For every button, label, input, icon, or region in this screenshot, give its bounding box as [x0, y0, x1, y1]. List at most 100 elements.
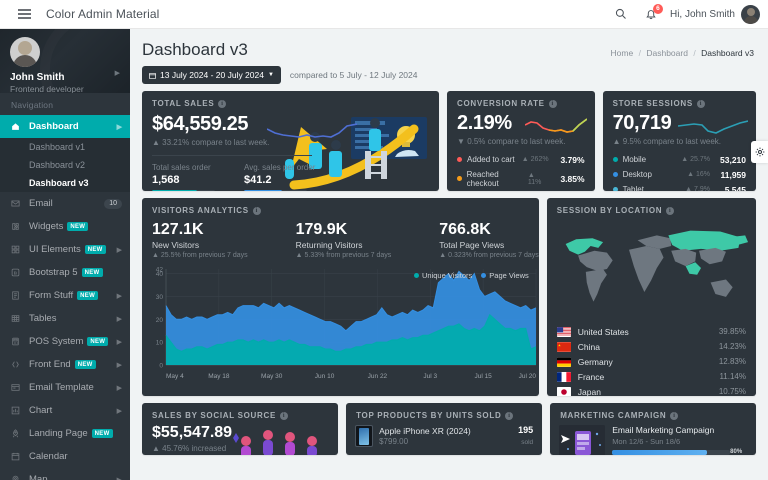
- legend-value: 3.85%: [560, 173, 585, 184]
- legend-unique-visitors[interactable]: Unique Visitors: [413, 271, 472, 280]
- social-change: ▲ 45.76% increased: [152, 444, 227, 453]
- svg-text:30: 30: [156, 294, 164, 301]
- sidebar-item-label: Landing Page: [29, 428, 88, 439]
- visitors-stats: 127.1K New Visitors ▲ 25.5% from previous …: [142, 215, 539, 259]
- stat-change: ▲ 5.33% from previous 7 days: [295, 252, 392, 259]
- country-name: Japan: [577, 386, 601, 397]
- sidebar-item-pos-system[interactable]: POS System NEW ▶: [0, 330, 130, 353]
- info-icon[interactable]: i: [252, 206, 261, 215]
- total-sales-sparkline: [267, 123, 357, 138]
- stat-label: Returning Visitors: [295, 240, 363, 250]
- progress-bar-avg: [244, 190, 307, 191]
- campaign-progress-value: 80%: [730, 449, 743, 455]
- submenu-item-dashboard-v3[interactable]: Dashboard v3: [29, 178, 89, 188]
- legend-page-views[interactable]: Page Views: [481, 271, 529, 280]
- sidebar-item-tables[interactable]: Tables ▶: [0, 307, 130, 330]
- sidebar-item-chart[interactable]: Chart ▶: [0, 399, 130, 422]
- sidebar-item-email-template[interactable]: Email Template ▶: [0, 376, 130, 399]
- info-icon[interactable]: i: [670, 411, 679, 420]
- badge-new: NEW: [67, 222, 89, 231]
- avatar[interactable]: [741, 4, 760, 24]
- breadcrumb-dashboard[interactable]: Dashboard: [646, 48, 688, 58]
- campaign-date: Mon 12/6 - Sun 18/6: [612, 437, 681, 446]
- search-icon[interactable]: [606, 0, 636, 29]
- sidebar-item-landing-page[interactable]: Landing Page NEW: [0, 422, 130, 445]
- card-visitors-analytics: VISITORS ANALYTICS i 127.1K New Visitors ▲…: [142, 198, 539, 396]
- bell-icon[interactable]: 6: [636, 0, 666, 29]
- product-row[interactable]: Apple iPhone XR (2024) $799.00 195 sold: [346, 420, 542, 447]
- envelope-icon: [11, 199, 25, 208]
- profile-avatar: [10, 37, 40, 67]
- legend-change: ▲ 7.9%: [685, 186, 710, 191]
- sidebar-item-email[interactable]: Email 10: [0, 192, 130, 215]
- svg-text:May 30: May 30: [261, 373, 283, 380]
- breadcrumb-separator: /: [638, 48, 641, 58]
- profile-name: John Smith: [10, 72, 65, 83]
- code-icon: [12, 361, 19, 368]
- legend-change: ▲ 11%: [527, 171, 542, 186]
- info-icon[interactable]: i: [505, 411, 514, 420]
- svg-text:10: 10: [156, 340, 164, 347]
- visitors-chart: Unique Visitors Page Views 0 10 20 30 40 42 Ma…: [142, 263, 539, 384]
- info-icon[interactable]: i: [548, 99, 557, 108]
- legend-label: Added to cart: [467, 155, 515, 164]
- sidebar-item-ui-elements[interactable]: UI Elements NEW ▶: [0, 238, 130, 261]
- sidebar-item-calendar[interactable]: Calendar: [0, 445, 130, 468]
- chevron-right-icon: ▶: [116, 476, 122, 480]
- sidebar-item-map[interactable]: Map ▶: [0, 468, 130, 480]
- sidebar-item-dashboard[interactable]: Dashboard ▶: [0, 115, 130, 138]
- sidebar-item-form-stuff[interactable]: Form Stuff NEW ▶: [0, 284, 130, 307]
- home-icon: [12, 123, 19, 130]
- rocket-icon: [12, 429, 19, 438]
- chart-icon: [11, 406, 25, 415]
- svg-text:B: B: [14, 270, 17, 275]
- card-marketing-campaign: MARKETING CAMPAIGN i: [550, 403, 756, 455]
- country-name: United States: [577, 326, 629, 337]
- svg-text:★: ★: [558, 343, 562, 347]
- card-total-sales: TOTAL SALES i: [142, 91, 440, 191]
- conversion-list: Added to cart ▲ 262% 3.79% Reached checkout…: [447, 152, 595, 191]
- hamburger-icon[interactable]: [9, 9, 39, 19]
- chart-icon: [11, 406, 20, 415]
- form-icon: [11, 291, 25, 300]
- info-icon[interactable]: i: [696, 99, 705, 108]
- sidebar-item-widgets[interactable]: Widgets NEW: [0, 215, 130, 238]
- legend-label: Reached checkout: [466, 169, 499, 188]
- location-row: United States 39.85%: [547, 324, 756, 339]
- country-percent: 14.23%: [718, 342, 746, 351]
- total-sales-avg: Avg. sales per order $41.2: [244, 163, 315, 191]
- date-range-picker[interactable]: 13 July 2024 - 20 July 2024 ▼: [142, 66, 281, 84]
- grid-icon: [11, 245, 25, 254]
- table-icon: [11, 315, 20, 322]
- chevron-right-icon: ▶: [116, 361, 122, 369]
- gear-icon[interactable]: [751, 141, 768, 163]
- campaign-row[interactable]: Email Marketing Campaign Mon 12/6 - Sun …: [550, 420, 756, 455]
- breadcrumb-separator: /: [693, 48, 696, 58]
- form-icon: [12, 291, 19, 300]
- info-icon[interactable]: i: [280, 411, 289, 420]
- chevron-right-icon: ▶: [116, 315, 122, 323]
- info-icon[interactable]: i: [666, 206, 675, 215]
- country-name: France: [577, 371, 605, 382]
- breadcrumb-home[interactable]: Home: [610, 48, 634, 58]
- submenu-item-dashboard-v1[interactable]: Dashboard v1: [29, 142, 86, 152]
- up-arrow-icon: ▲: [152, 444, 160, 453]
- user-greeting[interactable]: Hi, John Smith: [669, 8, 735, 20]
- table-icon: [11, 314, 25, 323]
- sidebar-profile[interactable]: John Smith Frontend developer ▶: [0, 29, 130, 93]
- product-units: 195: [518, 425, 534, 435]
- chevron-right-icon: ▶: [116, 407, 122, 415]
- campaign-progress-bar: 80%: [612, 449, 742, 455]
- product-units-label: sold: [521, 439, 534, 446]
- sidebar-item-front-end[interactable]: Front End NEW ▶: [0, 353, 130, 376]
- info-icon[interactable]: i: [218, 99, 227, 108]
- analytics-row: VISITORS ANALYTICS i 127.1K New Visitors ▲…: [130, 191, 768, 396]
- submenu-item-dashboard-v2[interactable]: Dashboard v2: [29, 160, 86, 170]
- sidebar-item-label: Front End: [29, 359, 71, 370]
- country-name: Germany: [577, 356, 613, 367]
- svg-text:0: 0: [159, 363, 163, 370]
- legend-value: 3.79%: [560, 154, 585, 165]
- card-visitors-title: VISITORS ANALYTICS: [152, 206, 249, 215]
- sidebar-item-bootstrap-5[interactable]: B Bootstrap 5 NEW: [0, 261, 130, 284]
